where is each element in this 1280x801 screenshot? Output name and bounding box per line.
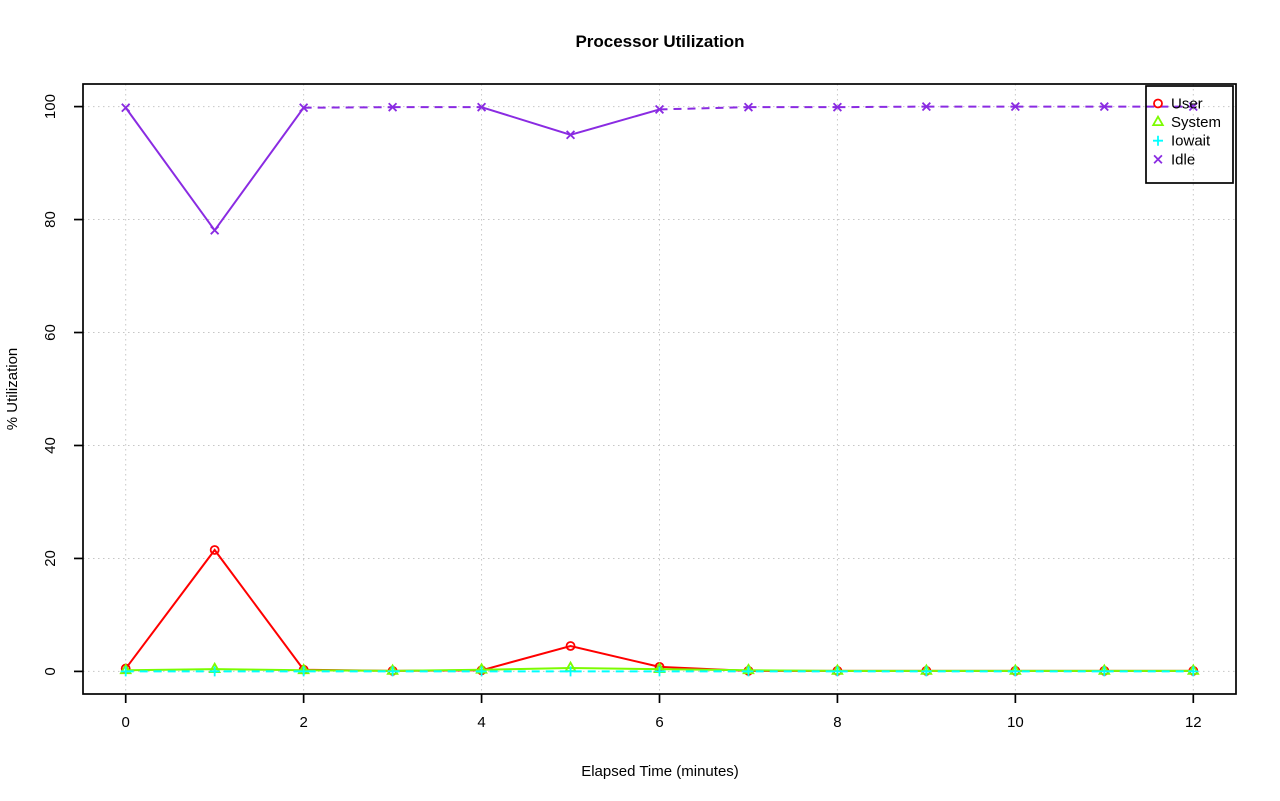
legend-item-idle: Idle (1153, 151, 1195, 168)
series-marker-plus (120, 666, 131, 677)
series-marker-x (654, 104, 665, 114)
series-marker-plus (832, 666, 843, 677)
series-marker-x (210, 225, 220, 235)
series-marker-circle (565, 641, 576, 651)
legend-label: Idle (1171, 151, 1195, 168)
series-segment (570, 108, 660, 136)
legend-box (1145, 85, 1234, 184)
series-segment (303, 106, 393, 109)
series-marker-x (299, 103, 309, 113)
legend-label: User (1171, 96, 1203, 113)
series-marker-plus (743, 666, 754, 677)
series-marker-plus (1099, 666, 1110, 677)
series-marker-x (121, 103, 131, 113)
x-tick-label: 2 (299, 714, 307, 731)
y-tick-label: 20 (42, 550, 59, 567)
y-tick-label: 60 (42, 324, 59, 341)
series-marker-x (1099, 102, 1109, 112)
legend-triangle-icon (1151, 114, 1165, 126)
x-tick-label: 0 (122, 714, 130, 731)
series-iowait (120, 666, 1199, 677)
series-marker-x (1010, 102, 1020, 112)
y-tick-label: 100 (42, 94, 59, 119)
x-axis-label: Elapsed Time (minutes) (581, 763, 739, 780)
series-marker-plus (654, 666, 665, 677)
y-axis-label: % Utilization (4, 348, 21, 431)
legend-label: Iowait (1171, 133, 1211, 150)
series-segment (124, 107, 216, 231)
legend-x-icon (1153, 154, 1163, 164)
series-marker-plus (387, 666, 398, 677)
series-marker-plus (209, 666, 220, 677)
x-tick-label: 6 (655, 714, 663, 731)
series-marker-x (477, 102, 487, 112)
y-tick-label: 80 (42, 211, 59, 228)
series-marker-x (565, 130, 576, 140)
series-segment (659, 106, 749, 111)
series-idle (121, 102, 1198, 235)
x-tick-label: 8 (833, 714, 841, 731)
series-marker-plus (1188, 666, 1199, 677)
series-marker-plus (921, 666, 932, 677)
legend-item-iowait: Iowait (1153, 133, 1211, 150)
series-segment (837, 105, 927, 109)
series-marker-x (832, 102, 842, 112)
series-marker-circle (209, 545, 220, 555)
legend-item-system: System (1151, 114, 1221, 131)
legend-label: System (1171, 114, 1221, 131)
series-segment (481, 106, 571, 136)
series-segment (213, 107, 305, 231)
gridlines (83, 84, 1236, 694)
x-tick-label: 10 (1007, 714, 1024, 731)
x-tick-label: 12 (1185, 714, 1202, 731)
axes: 0 2 4 6 8 10 12 0 20 40 60 80 100 (42, 83, 1237, 731)
series-marker-x (743, 102, 754, 112)
y-tick-label: 0 (42, 667, 59, 675)
data-series (119, 102, 1200, 677)
legend-item-user: User (1153, 96, 1203, 113)
series-marker-plus (565, 666, 576, 677)
series-marker-x (921, 102, 931, 112)
x-tick-label: 4 (477, 714, 485, 731)
series-marker-x (388, 102, 398, 112)
series-marker-plus (298, 666, 309, 677)
series-marker-x (1188, 102, 1198, 112)
legend-circle-icon (1153, 98, 1163, 109)
legend-plus-icon (1153, 135, 1163, 146)
series-marker-plus (476, 666, 487, 677)
chart-title: Processor Utilization (575, 32, 744, 51)
y-tick-label: 40 (42, 437, 59, 454)
series-marker-plus (1010, 666, 1021, 677)
